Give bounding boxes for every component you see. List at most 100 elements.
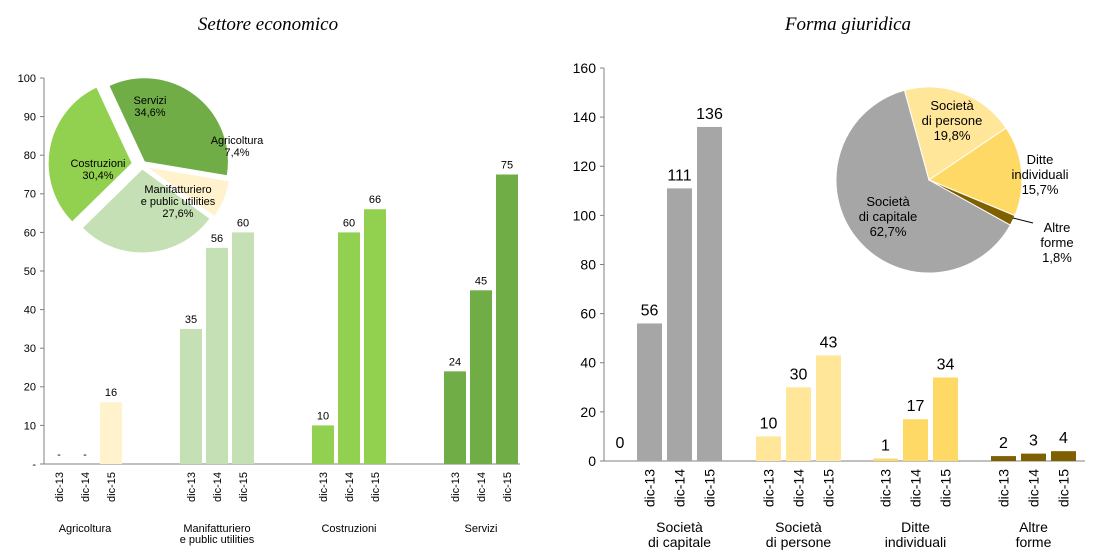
bar [1021, 453, 1046, 461]
bar-value-label: - [83, 449, 87, 461]
bar [232, 232, 254, 464]
category-label-line-1: forme [1016, 534, 1052, 550]
period-label: dic-15 [106, 472, 118, 502]
period-label: dic-13 [641, 469, 657, 507]
bar [444, 371, 466, 464]
y-tick-label: - [32, 459, 36, 471]
period-label: dic-13 [54, 472, 66, 502]
period-label: dic-15 [238, 472, 250, 502]
period-label: dic-15 [370, 472, 382, 502]
chart-title: Forma giuridica [784, 14, 911, 35]
pie-slice-label-line-2: 15,7% [1022, 182, 1059, 197]
bar-value-label: 16 [105, 387, 117, 399]
y-tick-label: 80 [580, 256, 596, 272]
y-tick-label: 100 [573, 207, 597, 223]
pie-slice-label-line-1: forme [1040, 235, 1073, 250]
category-label-line-1: di capitale [648, 534, 711, 550]
period-label: dic-15 [701, 469, 717, 507]
pie-slice-label-line-0: Costruzioni [70, 158, 125, 170]
pie-slice-label-line-0: Società [930, 98, 974, 113]
pie-slice-label-line-0: Ditte [1027, 152, 1054, 167]
category-label-line-0: Società [656, 519, 703, 535]
bar-value-label: 60 [343, 217, 355, 229]
pie-slice-label-line-1: individuali [1011, 167, 1068, 182]
bar-value-label: 66 [369, 194, 381, 206]
pie-slice-label-line-2: 1,8% [1042, 250, 1072, 265]
y-tick-label: 160 [573, 60, 597, 76]
bar-value-label: 34 [937, 356, 955, 373]
bar-value-label: 3 [1029, 433, 1038, 450]
bar-value-label: 10 [317, 410, 329, 422]
bar-value-label: 45 [475, 275, 487, 287]
period-label: dic-15 [820, 469, 836, 507]
pie-slice-label-line-2: 19,8% [934, 128, 971, 143]
bar-value-label: 10 [760, 415, 778, 432]
y-tick-label: 60 [24, 227, 36, 239]
bar [933, 377, 958, 461]
bar [756, 436, 781, 461]
pie-slice-label-line-2: 27,6% [162, 208, 193, 220]
pie-leader-line [1012, 217, 1034, 224]
period-label: dic-15 [502, 472, 514, 502]
pie-slice-label-line-0: Manifatturiero [144, 184, 211, 196]
bar-value-label: 75 [501, 160, 513, 172]
category-label-line-1: di persone [766, 534, 832, 550]
y-tick-label: 120 [573, 158, 597, 174]
bar-value-label: 17 [907, 398, 925, 415]
y-tick-label: 70 [24, 189, 36, 201]
pie-slice-label-line-2: 62,7% [870, 224, 907, 239]
category-label-line-0: Altre [1019, 519, 1048, 535]
period-label: dic-13 [760, 469, 776, 507]
bar-value-label: 35 [185, 314, 197, 326]
period-label: dic-15 [937, 469, 953, 507]
bar [903, 419, 928, 461]
pie-slice [146, 166, 231, 218]
y-tick-label: 80 [24, 150, 36, 162]
pie-slice [927, 127, 1023, 217]
category-label-line-1: e public utilities [180, 534, 255, 546]
pie-slice-label-line-0: Servizi [133, 95, 166, 107]
bar-value-label: 2 [999, 435, 1008, 452]
bar-value-label: 30 [790, 366, 808, 383]
chart-title: Settore economico [198, 14, 338, 35]
period-label: dic-14 [344, 472, 356, 502]
period-label: dic-13 [186, 472, 198, 502]
bar [786, 387, 811, 461]
bar [667, 188, 692, 461]
bar [496, 174, 518, 464]
pie-slice-label-line-1: e public utilities [141, 196, 216, 208]
period-label: dic-13 [995, 469, 1011, 507]
bar [206, 247, 228, 464]
category-label-line-1: individuali [885, 534, 946, 550]
bar-value-label: 111 [667, 167, 691, 184]
pie-slice-label-line-1: di persone [922, 113, 983, 128]
y-tick-label: 50 [24, 266, 36, 278]
period-label: dic-14 [476, 472, 488, 502]
bar [180, 328, 202, 464]
period-label: dic-14 [907, 469, 923, 507]
bar-value-label: 56 [211, 233, 223, 245]
period-label: dic-14 [80, 472, 92, 502]
bar [697, 126, 722, 461]
bar-value-label: 136 [696, 106, 723, 123]
category-label-line-0: Società [775, 519, 822, 535]
pie-slice [835, 89, 1012, 274]
bar [364, 209, 386, 464]
bar [991, 456, 1016, 461]
bar [470, 290, 492, 464]
period-label: dic-14 [671, 469, 687, 507]
category-label-line-0: Servizi [464, 523, 497, 535]
pie-slice [928, 179, 1016, 226]
bar [816, 355, 841, 461]
y-tick-label: 10 [24, 420, 36, 432]
bar [312, 425, 334, 464]
category-label-line-0: Ditte [901, 519, 930, 535]
pie-slice-label-line-0: Agricoltura [211, 135, 264, 147]
bar-value-label: 4 [1059, 430, 1068, 447]
period-label: dic-14 [212, 472, 224, 502]
y-tick-label: 140 [573, 109, 597, 125]
bar [873, 458, 898, 461]
bar-value-label: 1 [881, 438, 890, 455]
y-tick-label: 40 [24, 304, 36, 316]
